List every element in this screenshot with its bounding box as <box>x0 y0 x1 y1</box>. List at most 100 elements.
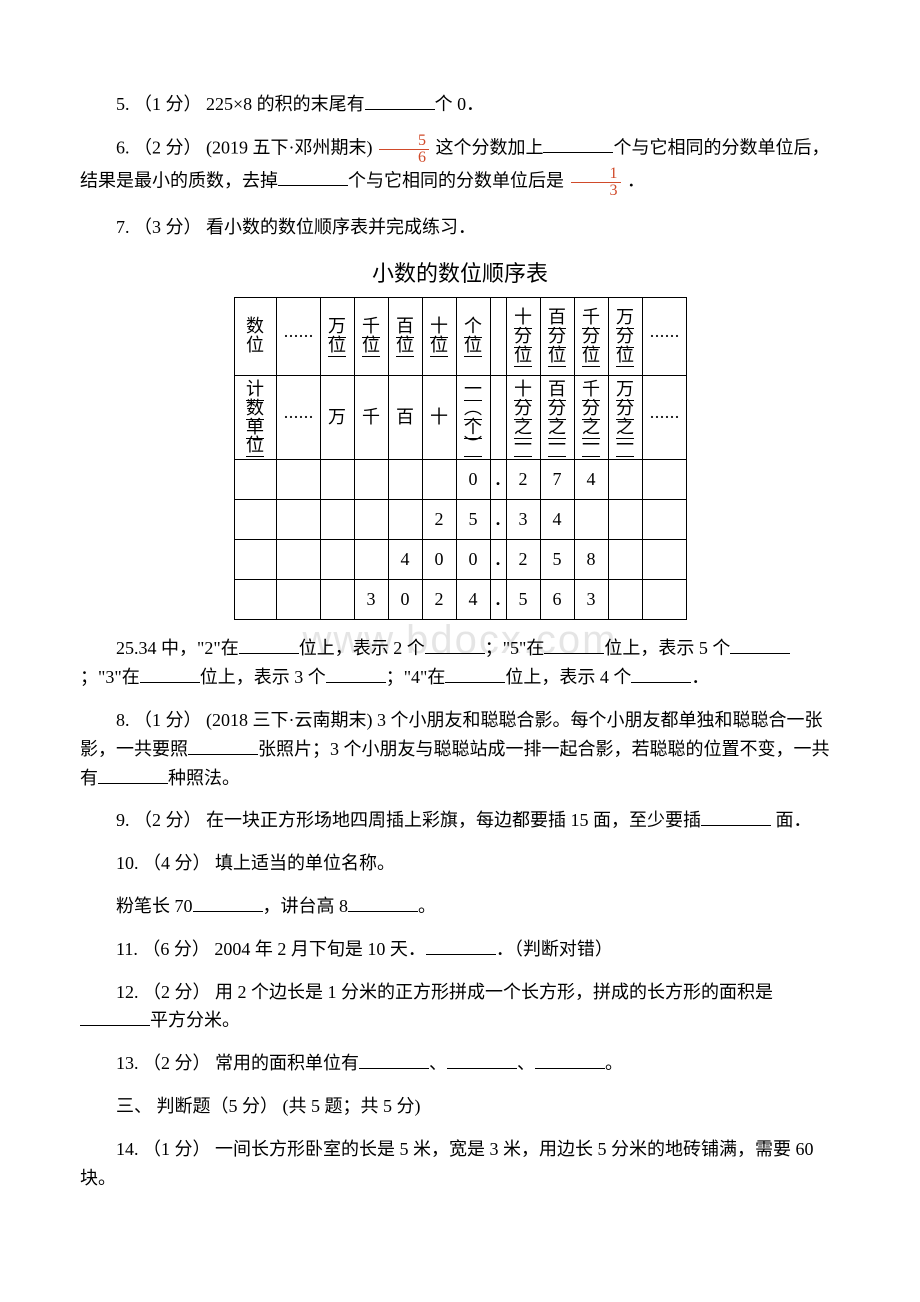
q12-b: 平方分米。 <box>150 1010 240 1030</box>
q7p2-b: 位上，表示 2 个 <box>299 638 425 658</box>
cell: 千分之一 <box>574 375 608 460</box>
fraction-5-6: 56 <box>379 133 429 166</box>
cell: 十 <box>422 375 456 460</box>
cell <box>642 540 686 580</box>
q6-prefix: 6. （2 分） (2019 五下·邓州期末) <box>116 137 377 157</box>
cell: 7 <box>540 460 574 500</box>
blank[interactable] <box>193 892 263 912</box>
cell: 万分位 <box>608 297 642 375</box>
q6-blank2[interactable] <box>278 167 348 187</box>
cell <box>320 540 354 580</box>
cell: 十分之一 <box>506 375 540 460</box>
cell: 十分位 <box>506 297 540 375</box>
question-13: 13. （2 分） 常用的面积单位有、、。 <box>80 1049 840 1078</box>
cell <box>276 580 320 620</box>
question-5: 5. （1 分） 225×8 的积的末尾有 个 0． <box>80 90 840 119</box>
cell <box>608 500 642 540</box>
table-row: 0 . 2 7 4 <box>234 460 686 500</box>
blank[interactable] <box>98 764 168 784</box>
cell: 4 <box>456 580 490 620</box>
cell: 6 <box>540 580 574 620</box>
question-8: 8. （1 分） (2018 三下·云南期末) 3 个小朋友和聪聪合影。每个小朋… <box>80 706 840 792</box>
q8-c: 种照法。 <box>168 768 240 788</box>
cell <box>234 540 276 580</box>
q5-blank[interactable] <box>365 90 435 110</box>
blank[interactable] <box>426 935 496 955</box>
cell: 万 <box>320 375 354 460</box>
q9-a: 9. （2 分） 在一块正方形场地四周插上彩旗，每边都要插 15 面，至少要插 <box>116 810 701 830</box>
blank[interactable] <box>359 1049 429 1069</box>
table-row: 2 5 . 3 4 <box>234 500 686 540</box>
cell: 万分之一 <box>608 375 642 460</box>
q6-blank1[interactable] <box>543 134 613 154</box>
q7p2-f: 位上，表示 3 个 <box>200 667 326 687</box>
cell: 百分位 <box>540 297 574 375</box>
question-7-part2: 25.34 中，"2"在位上，表示 2 个；"5"在位上，表示 5 个；"3"在… <box>80 634 840 692</box>
cell: 百分之一 <box>540 375 574 460</box>
blank[interactable] <box>425 635 485 655</box>
question-12: 12. （2 分） 用 2 个边长是 1 分米的正方形拼成一个长方形，拼成的长方… <box>80 978 840 1036</box>
q7p2-g: ；"4"在 <box>386 667 446 687</box>
blank[interactable] <box>631 663 691 683</box>
cell-point <box>490 297 506 375</box>
blank[interactable] <box>445 663 505 683</box>
cell <box>354 500 388 540</box>
cell: 百位 <box>388 297 422 375</box>
cell: 个位 <box>456 297 490 375</box>
q7p2-d: 位上，表示 5 个 <box>604 638 730 658</box>
cell: ······ <box>642 375 686 460</box>
cell-point: . <box>490 500 506 540</box>
blank[interactable] <box>239 635 299 655</box>
q7p2-e: ；"3"在 <box>80 667 140 687</box>
cell: 千分位 <box>574 297 608 375</box>
q6-suffix: ． <box>623 170 646 190</box>
blank[interactable] <box>535 1049 605 1069</box>
q11-a: 11. （6 分） 2004 年 2 月下旬是 10 天． <box>116 939 426 959</box>
cell <box>320 500 354 540</box>
cell <box>276 460 320 500</box>
cell: 十位 <box>422 297 456 375</box>
question-14: 14. （1 分） 一间长方形卧室的长是 5 米，宽是 3 米，用边长 5 分米… <box>80 1135 840 1193</box>
q7p2-h: 位上，表示 4 个 <box>505 667 631 687</box>
cell: ······ <box>642 297 686 375</box>
blank[interactable] <box>140 663 200 683</box>
table-row: 4 0 0 . 2 5 8 <box>234 540 686 580</box>
cell: 千位 <box>354 297 388 375</box>
blank[interactable] <box>80 1007 150 1027</box>
q13-a: 13. （2 分） 常用的面积单位有 <box>116 1053 359 1073</box>
blank[interactable] <box>701 807 771 827</box>
cell-point <box>490 375 506 460</box>
cell <box>276 500 320 540</box>
cell <box>388 460 422 500</box>
cell: 2 <box>422 580 456 620</box>
question-11: 11. （6 分） 2004 年 2 月下旬是 10 天． ．（判断对错） <box>80 935 840 964</box>
cell: 0 <box>456 460 490 500</box>
q11-b: ．（判断对错） <box>496 939 613 959</box>
blank[interactable] <box>348 892 418 912</box>
cell <box>320 460 354 500</box>
cell: 8 <box>574 540 608 580</box>
cell-point: . <box>490 460 506 500</box>
blank[interactable] <box>730 635 790 655</box>
q5-prefix: 5. （1 分） 225×8 的积的末尾有 <box>116 94 365 114</box>
cell <box>234 460 276 500</box>
question-7-text: 7. （3 分） 看小数的数位顺序表并完成练习． <box>80 213 840 242</box>
table-row: 3 0 2 4 . 5 6 3 <box>234 580 686 620</box>
q10-b: 粉笔长 70 <box>116 896 193 916</box>
cell: 0 <box>422 540 456 580</box>
cell <box>354 540 388 580</box>
cell: 0 <box>388 580 422 620</box>
blank[interactable] <box>188 735 258 755</box>
table-row-header1: 数位 ······ 万位 千位 百位 十位 个位 十分位 百分位 千分位 万分位… <box>234 297 686 375</box>
cell <box>422 460 456 500</box>
q5-suffix: 个 0． <box>435 94 485 114</box>
cell: 数位 <box>234 297 276 375</box>
blank[interactable] <box>326 663 386 683</box>
blank[interactable] <box>544 635 604 655</box>
cell: 万位 <box>320 297 354 375</box>
cell: ······ <box>276 297 320 375</box>
q6-mid1: 这个分数加上 <box>431 137 544 157</box>
blank[interactable] <box>447 1049 517 1069</box>
cell <box>642 500 686 540</box>
cell: 3 <box>574 580 608 620</box>
